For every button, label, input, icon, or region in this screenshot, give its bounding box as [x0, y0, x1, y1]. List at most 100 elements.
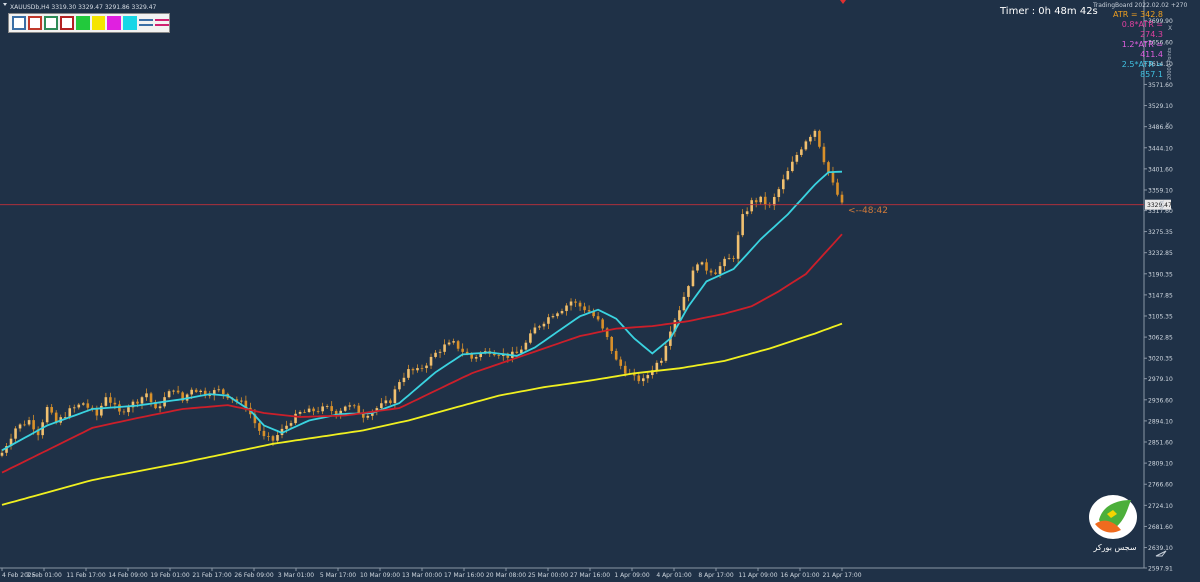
candle-body: [587, 310, 591, 312]
candle-body: [651, 370, 654, 376]
rect-tool-blue-button[interactable]: [12, 16, 26, 30]
candle-body: [194, 389, 198, 393]
candle-body: [217, 389, 221, 391]
candle-body: [718, 266, 722, 274]
candle-body: [691, 270, 695, 287]
candle-body: [253, 414, 257, 424]
candle-body: [574, 301, 577, 303]
candle-body: [452, 341, 455, 343]
candle-body: [836, 182, 839, 195]
candle-body: [5, 445, 8, 453]
x-tick-label: 21 Feb 17:00: [192, 572, 232, 579]
candle-body: [474, 357, 478, 359]
candle-body: [723, 258, 726, 267]
atr-panel: ATR = 342.8 0.8*ATR = 274.3 1.2*ATR = 411.…: [1105, 10, 1163, 80]
candle-body: [176, 390, 180, 393]
candle-body: [547, 317, 550, 324]
candle-body: [786, 171, 790, 180]
symbol-info: XAUUSDb,H4 3319.30 3329.47 3291.86 3329.…: [10, 4, 157, 11]
candle-body: [27, 420, 31, 425]
symbol-dropdown-icon[interactable]: [3, 3, 7, 6]
candle-body: [777, 189, 781, 198]
x-tick-label: 13 Mar 00:00: [402, 572, 442, 579]
candle-body: [321, 406, 324, 412]
x-tick-label: 16 Apr 01:00: [780, 572, 819, 579]
candle-body: [696, 264, 699, 271]
candle-body: [0, 452, 4, 456]
candle-body: [127, 407, 130, 413]
rect-tool-red-button[interactable]: [27, 16, 42, 30]
candle-body: [244, 400, 248, 408]
candle-body: [402, 377, 406, 383]
y-tick-label: 2766.60: [1148, 482, 1173, 489]
candle-body: [357, 405, 361, 414]
rect-tool-darkred-button[interactable]: [59, 16, 74, 30]
tradingboard-label: TradingBoard 2022.02.02 +270: [1093, 2, 1188, 9]
candle-body: [813, 130, 817, 137]
price-axis: 3699.90 3656.60 3614.10 3571.60 3529.10 3486.…: [1144, 18, 1173, 573]
candle-body: [610, 336, 613, 351]
candle-body: [515, 351, 519, 353]
candle-body: [95, 408, 99, 416]
candle-body: [745, 211, 749, 215]
candle-body: [208, 395, 212, 397]
candle-body: [181, 392, 184, 401]
candle-body: [407, 369, 410, 378]
candle-body: [384, 400, 388, 404]
moving-averages: [1, 170, 843, 506]
candle-body: [122, 411, 126, 413]
candle-body: [447, 342, 451, 345]
candle-body: [781, 179, 785, 190]
candle-body: [750, 200, 753, 212]
color-cyan-button[interactable]: [123, 16, 138, 30]
y-tick-label: 3232.85: [1148, 250, 1173, 257]
x-tick-label: 4 Feb 2025: [2, 572, 36, 579]
candle-body: [791, 161, 794, 172]
x-tick-label: 11 Apr 09:00: [738, 572, 777, 579]
candle-body: [465, 351, 469, 354]
candle-body: [804, 141, 808, 150]
line-color-tool-button[interactable]: [155, 16, 170, 30]
candle-body: [700, 262, 704, 265]
candle-body: [479, 353, 483, 358]
candle-body: [240, 400, 243, 402]
candle-body: [289, 423, 293, 426]
candle-body: [72, 407, 76, 409]
close-x-icon[interactable]: X: [1168, 25, 1172, 32]
candle-body: [438, 351, 442, 353]
rect-tool-green-button[interactable]: [43, 16, 58, 30]
candle-body: [54, 412, 58, 423]
candle-body: [136, 401, 139, 404]
y-tick-label: 3275.35: [1148, 229, 1173, 236]
scroll-end-icon[interactable]: [1155, 550, 1167, 557]
candle-body: [32, 420, 35, 430]
candle-body: [605, 328, 609, 337]
candle-body: [660, 360, 663, 363]
candle-body: [411, 369, 415, 371]
color-green-button[interactable]: [75, 16, 90, 30]
candle-body: [420, 368, 424, 369]
candle-body: [352, 405, 356, 407]
candle-body: [434, 352, 437, 357]
candle-body: [492, 353, 496, 356]
drawing-toolbar: [8, 13, 170, 33]
x-tick-label: 17 Mar 16:00: [444, 572, 484, 579]
color-yellow-button[interactable]: [91, 16, 106, 30]
current-price-line: 3329.47: [0, 199, 1172, 210]
candle-body: [276, 435, 279, 441]
candle-body: [393, 389, 397, 404]
candle-body: [596, 316, 600, 320]
line-style-tool-button[interactable]: [139, 16, 154, 30]
atr-line-3: 2.5*ATR = 857.1: [1121, 60, 1163, 79]
ma-line-ema: [1, 170, 843, 452]
ma-line-ema: [1, 233, 843, 474]
y-tick-label: 3614.10: [1148, 61, 1173, 68]
candle-body: [77, 404, 81, 408]
color-magenta-button[interactable]: [107, 16, 122, 30]
logo-spark-icon: [1107, 510, 1117, 518]
candle-body: [348, 405, 352, 407]
candle-body: [149, 393, 153, 403]
candle-timer: Timer : 0h 48m 42s: [1000, 6, 1098, 17]
